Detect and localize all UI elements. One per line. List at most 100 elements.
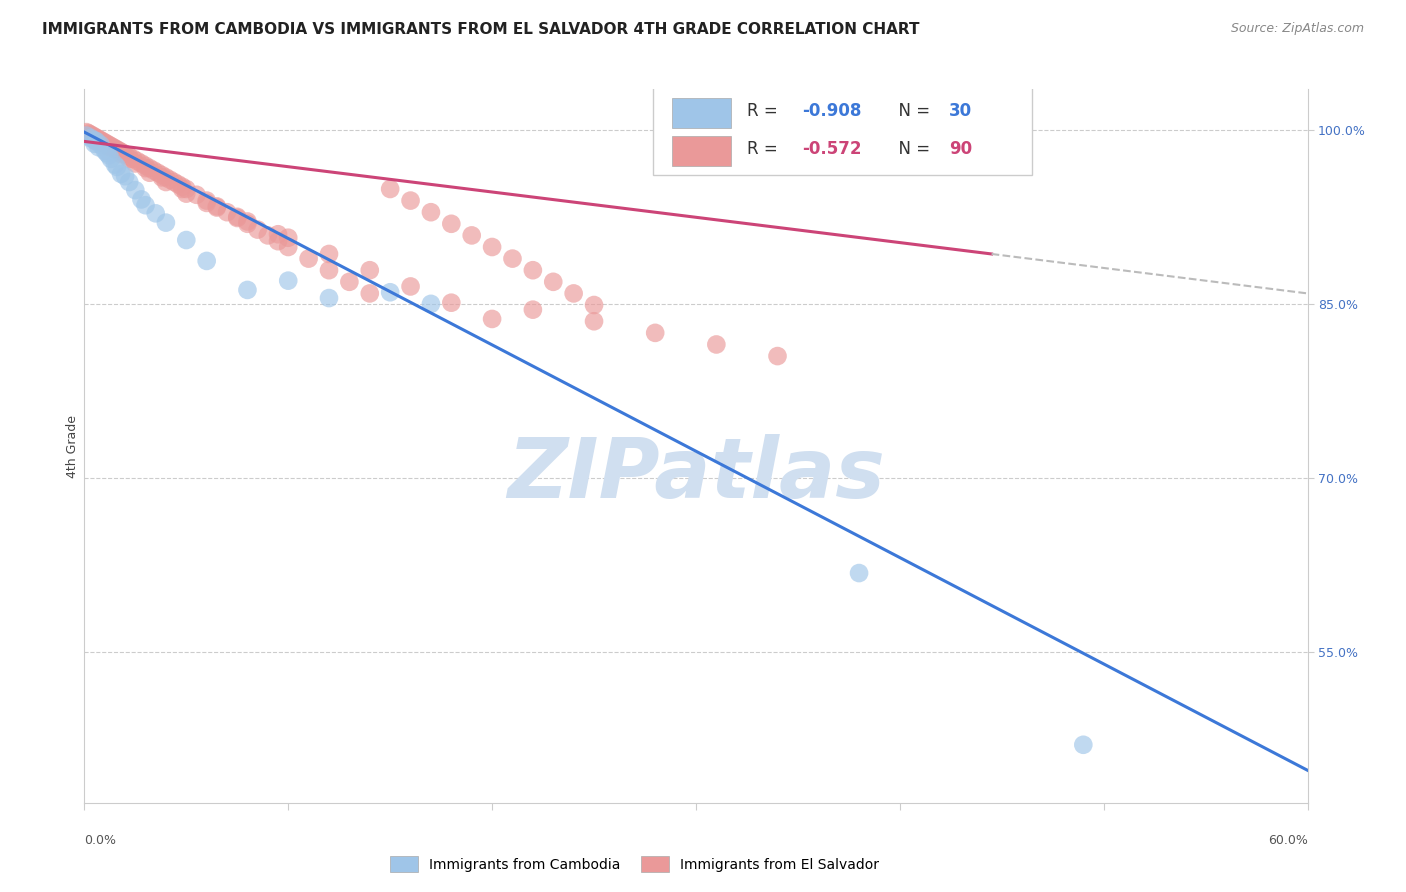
Point — [87, 140, 110, 154]
Point — [138, 161, 160, 175]
Text: -0.572: -0.572 — [803, 140, 862, 158]
Point — [114, 147, 136, 161]
Point — [399, 279, 422, 293]
Legend: Immigrants from Cambodia, Immigrants from El Salvador: Immigrants from Cambodia, Immigrants fro… — [385, 851, 884, 878]
Point — [172, 182, 194, 196]
Point — [359, 263, 381, 277]
Point — [83, 129, 105, 144]
Text: 0.0%: 0.0% — [84, 834, 117, 847]
Point — [159, 172, 181, 186]
Point — [318, 263, 340, 277]
Point — [644, 326, 666, 340]
Point — [100, 139, 122, 153]
Point — [195, 194, 218, 208]
Point — [420, 205, 443, 219]
Point — [205, 201, 228, 215]
Point — [112, 146, 135, 161]
FancyBboxPatch shape — [654, 86, 1032, 175]
Point — [562, 286, 585, 301]
Point — [124, 156, 146, 170]
Point — [90, 136, 112, 150]
Point — [481, 240, 503, 254]
Point — [93, 136, 117, 150]
Text: N =: N = — [889, 103, 935, 120]
Point — [93, 144, 117, 158]
Point — [706, 337, 728, 351]
Point — [79, 131, 101, 145]
Point — [142, 163, 165, 178]
Point — [97, 148, 120, 162]
Point — [83, 136, 105, 151]
Point — [298, 252, 321, 266]
Point — [522, 302, 544, 317]
Text: IMMIGRANTS FROM CAMBODIA VS IMMIGRANTS FROM EL SALVADOR 4TH GRADE CORRELATION CH: IMMIGRANTS FROM CAMBODIA VS IMMIGRANTS F… — [42, 22, 920, 37]
Point — [96, 136, 118, 151]
Point — [172, 179, 194, 194]
Point — [246, 222, 269, 236]
Point — [155, 170, 177, 185]
Point — [104, 158, 127, 172]
Point — [118, 175, 141, 189]
Point — [90, 133, 112, 147]
Point — [522, 263, 544, 277]
Point — [195, 195, 218, 210]
Point — [135, 161, 157, 175]
Point — [277, 231, 299, 245]
Text: 30: 30 — [949, 103, 973, 120]
Point — [97, 137, 120, 152]
Point — [146, 166, 169, 180]
Point — [97, 140, 120, 154]
Point — [79, 128, 101, 142]
Point — [1073, 738, 1095, 752]
Point — [79, 128, 101, 143]
Point — [583, 298, 606, 312]
Point — [75, 128, 97, 143]
Point — [440, 295, 463, 310]
Point — [277, 240, 299, 254]
Point — [217, 205, 239, 219]
Point — [318, 247, 340, 261]
Point — [155, 216, 177, 230]
Point — [543, 275, 565, 289]
Point — [766, 349, 789, 363]
Point — [105, 143, 128, 157]
Point — [118, 152, 141, 166]
Point — [461, 228, 484, 243]
Y-axis label: 4th Grade: 4th Grade — [66, 415, 79, 477]
Point — [104, 143, 127, 157]
Point — [86, 131, 108, 145]
Text: 90: 90 — [949, 140, 973, 158]
Point — [110, 147, 132, 161]
Point — [186, 187, 208, 202]
Point — [195, 254, 218, 268]
Point — [110, 167, 132, 181]
Point — [205, 199, 228, 213]
Point — [87, 133, 110, 147]
Point — [101, 140, 124, 154]
Point — [131, 193, 153, 207]
Point — [277, 274, 299, 288]
Point — [96, 146, 118, 161]
Point — [105, 160, 128, 174]
FancyBboxPatch shape — [672, 136, 731, 166]
Text: Source: ZipAtlas.com: Source: ZipAtlas.com — [1230, 22, 1364, 36]
Point — [848, 566, 870, 580]
Text: R =: R = — [748, 140, 783, 158]
FancyBboxPatch shape — [672, 98, 731, 128]
Point — [127, 154, 149, 169]
Point — [114, 169, 136, 184]
Point — [82, 128, 104, 143]
Point — [155, 175, 177, 189]
Point — [226, 211, 249, 225]
Point — [77, 126, 100, 140]
Point — [339, 275, 361, 289]
Text: 60.0%: 60.0% — [1268, 834, 1308, 847]
Point — [135, 198, 157, 212]
Point — [108, 144, 131, 158]
Point — [176, 182, 198, 196]
Point — [86, 135, 108, 149]
Text: N =: N = — [889, 140, 935, 158]
Text: ZIPatlas: ZIPatlas — [508, 434, 884, 515]
Point — [502, 252, 524, 266]
Point — [236, 214, 259, 228]
